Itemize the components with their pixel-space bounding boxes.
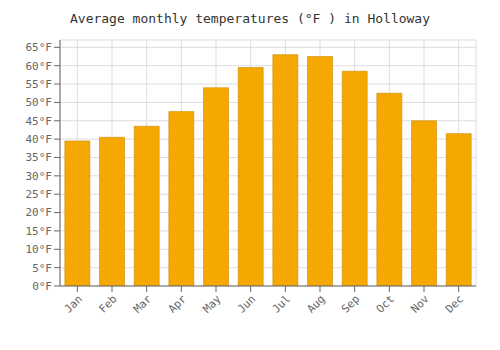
svg-text:10°F: 10°F [26,243,53,256]
svg-text:45°F: 45°F [26,115,53,128]
svg-text:20°F: 20°F [26,206,53,219]
html-text:Average monthly temperatures (: Average monthly temperatures (°F ) in Ho… [70,11,430,26]
svg-text:25°F: 25°F [26,188,53,201]
svg-text:Mar: Mar [131,292,155,316]
svg-text:40°F: 40°F [26,133,53,146]
svg-text:15°F: 15°F [26,225,53,238]
svg-text:Dec: Dec [443,292,466,315]
svg-text:Oct: Oct [374,292,397,315]
svg-text:35°F: 35°F [26,151,53,164]
svg-text:Jan: Jan [62,292,85,315]
svg-text:May: May [200,292,224,316]
svg-text:30°F: 30°F [26,170,53,183]
svg-text:Apr: Apr [166,292,190,316]
svg-text:65°F: 65°F [26,41,53,54]
svg-text:55°F: 55°F [26,78,53,91]
svg-text:0°F: 0°F [32,280,52,293]
svg-text:60°F: 60°F [26,60,53,73]
svg-text:Nov: Nov [408,292,432,316]
svg-text:5°F: 5°F [32,262,52,275]
svg-text:Jul: Jul [270,292,293,315]
svg-text:Sep: Sep [339,292,362,315]
svg-text:Feb: Feb [96,292,119,315]
svg-text:Aug: Aug [304,292,327,315]
svg-text:Jun: Jun [235,292,258,315]
svg-text:50°F: 50°F [26,96,53,109]
